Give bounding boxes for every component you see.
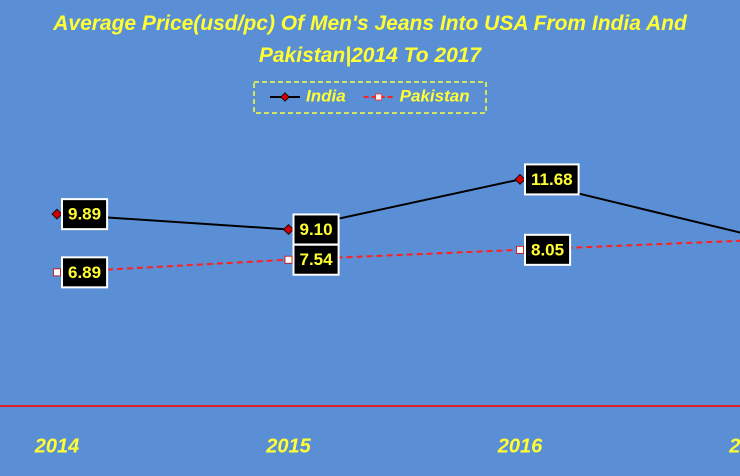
- legend-marker: [375, 93, 383, 101]
- value-label-box: [524, 233, 572, 266]
- point-marker: [53, 268, 61, 277]
- legend-label: India: [306, 86, 346, 105]
- legend-marker: [280, 92, 290, 102]
- series-line: [56, 178, 740, 234]
- x-tick-label: 2014: [34, 435, 80, 457]
- value-label: 7.54: [300, 250, 334, 269]
- legend-box: [253, 81, 487, 114]
- series-line: [56, 239, 740, 274]
- point-marker: [516, 245, 524, 254]
- legend-label: Pakistan: [400, 86, 470, 105]
- x-tick-label: 2016: [497, 435, 543, 457]
- value-label: 9.10: [300, 220, 333, 239]
- chart-title: Average Price(usd/pc) Of Men's Jeans Int…: [53, 12, 687, 67]
- point-marker: [514, 173, 526, 185]
- x-tick-label: 2015: [265, 435, 311, 457]
- point-marker: [282, 223, 295, 235]
- value-label: 8.05: [531, 240, 564, 259]
- value-label: 9.89: [68, 205, 101, 224]
- value-label: 11.68: [531, 170, 573, 189]
- value-label-box: [292, 213, 340, 246]
- value-label: 6.89: [68, 263, 101, 282]
- value-label-box: [61, 198, 109, 231]
- value-label-box: [292, 243, 340, 276]
- value-label-box: [524, 163, 580, 196]
- point-marker: [284, 255, 293, 264]
- x-tick-label: 2017: [728, 435, 740, 457]
- point-marker: [51, 208, 63, 220]
- value-label-box: [61, 256, 109, 289]
